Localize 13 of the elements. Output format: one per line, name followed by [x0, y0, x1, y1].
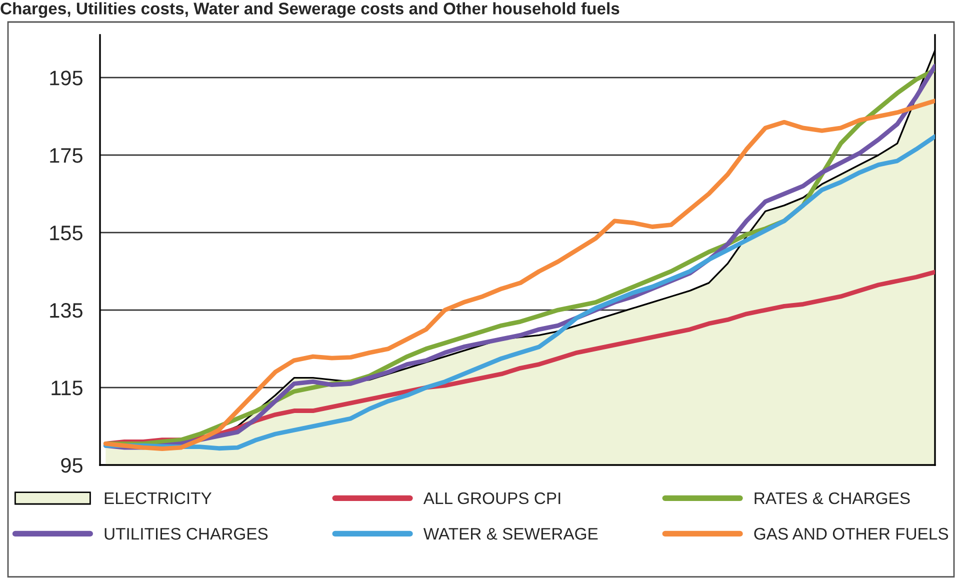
legend-label: ALL GROUPS CPI: [423, 492, 560, 504]
y-tick-label: 95: [61, 458, 82, 473]
y-tick-label: 135: [50, 303, 82, 318]
legend-label: UTILITIES CHARGES: [104, 528, 268, 540]
legend-label: RATES & CHARGES: [754, 492, 910, 504]
y-tick-label: 115: [52, 380, 82, 396]
legend-label: GAS AND OTHER FUELS: [754, 528, 948, 540]
y-tick-label: 195: [50, 70, 82, 86]
legend-label: WATER & SEWERAGE: [423, 528, 598, 540]
y-tick-label: 175: [50, 148, 82, 163]
y-tick-label: 155: [50, 226, 82, 240]
chart-title: Charges, Utilities costs, Water and Sewerage costs and Other household fuels: [0, 2, 620, 18]
legend-label: ELECTRICITY: [104, 492, 212, 504]
